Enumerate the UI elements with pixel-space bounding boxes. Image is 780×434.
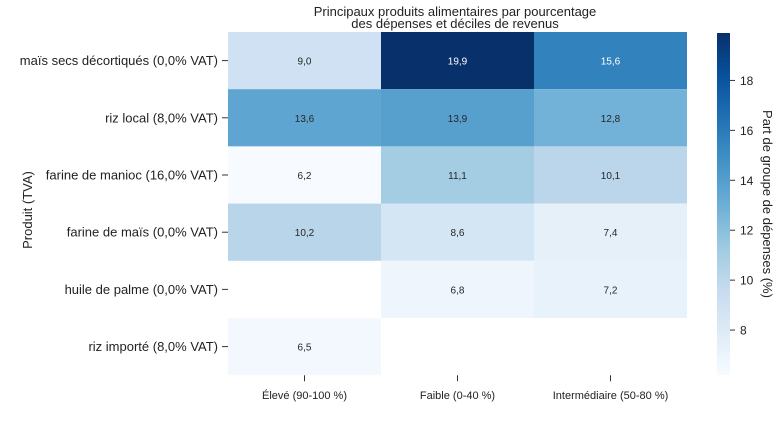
y-tick-label: huile de palme (0,0% VAT) — [65, 282, 218, 297]
chart-title-line-1: Principaux produits alimentaires par pou… — [314, 4, 597, 19]
y-tick-label: farine de manioc (16,0% VAT) — [46, 168, 218, 183]
x-tick-label: Faible (0-40 %) — [420, 390, 495, 402]
cell-value-label: 11,1 — [448, 171, 467, 182]
cell-value-label: 9,0 — [298, 57, 312, 68]
heatmap-cell — [534, 203, 687, 261]
heatmap-cell — [534, 89, 687, 147]
cell-value-label: 13,9 — [448, 114, 468, 125]
heatmap-cell — [534, 260, 687, 318]
cell-value-label: 6,2 — [298, 171, 312, 182]
heatmap-cell — [381, 146, 534, 204]
heatmap-cell — [228, 146, 381, 204]
heatmap-cells: 9,0 19,9 15,6 13,6 13,9 12,8 6,2 11,1 10,1 10,2 8,… — [228, 32, 687, 376]
colorbar-title: Part de groupe de dépenses (%) — [760, 110, 775, 298]
heatmap-cell — [534, 146, 687, 204]
heatmap-cell — [381, 89, 534, 147]
y-tick-label: riz local (8,0% VAT) — [105, 110, 218, 125]
cell-value-label: 15,6 — [601, 57, 621, 68]
cell-value-label: 7,2 — [604, 285, 618, 296]
colorbar-tick-label: 8 — [740, 324, 747, 338]
heatmap-cell — [534, 32, 687, 90]
heatmap-cell — [381, 32, 534, 90]
cell-value-label: 12,8 — [601, 114, 621, 125]
y-axis-title: Produit (TVA) — [20, 171, 35, 249]
cell-value-label: 8,6 — [451, 228, 465, 239]
colorbar-tick-label: 16 — [740, 124, 754, 138]
heatmap-cell — [381, 203, 534, 261]
heatmap-cell — [228, 89, 381, 147]
y-axis-ticks: maïs secs décortiqués (0,0% VAT) riz loca… — [20, 53, 228, 354]
heatmap-cell — [228, 318, 381, 376]
cell-value-label: 7,4 — [604, 228, 618, 239]
colorbar-tick-label: 18 — [740, 74, 754, 88]
heatmap-cell — [381, 260, 534, 318]
y-tick-label: maïs secs décortiqués (0,0% VAT) — [20, 53, 218, 68]
colorbar-ticks: 8 10 12 14 16 18 — [730, 74, 754, 338]
cell-value-label: 10,1 — [601, 171, 621, 182]
x-axis-ticks: Élevé (90-100 %) Faible (0-40 %) Intermédi… — [262, 375, 668, 402]
colorbar-tick-label: 12 — [740, 224, 754, 238]
colorbar-tick-label: 14 — [740, 174, 754, 188]
heatmap-cell — [228, 32, 381, 90]
cell-value-label: 19,9 — [448, 57, 468, 68]
cell-value-label: 6,8 — [451, 285, 465, 296]
y-tick-label: farine de maïs (0,0% VAT) — [67, 225, 218, 240]
cell-value-label: 6,5 — [298, 343, 312, 354]
colorbar-tick-label: 10 — [740, 274, 754, 288]
colorbar — [717, 33, 730, 375]
chart-title-line-2: des dépenses et déciles de revenus — [351, 16, 559, 31]
x-tick-label: Intermédiaire (50-80 %) — [553, 390, 669, 402]
y-tick-label: riz importé (8,0% VAT) — [88, 339, 218, 354]
heatmap-cell — [228, 203, 381, 261]
x-tick-label: Élevé (90-100 %) — [262, 389, 347, 402]
cell-value-label: 13,6 — [295, 114, 315, 125]
cell-value-label: 10,2 — [295, 228, 315, 239]
